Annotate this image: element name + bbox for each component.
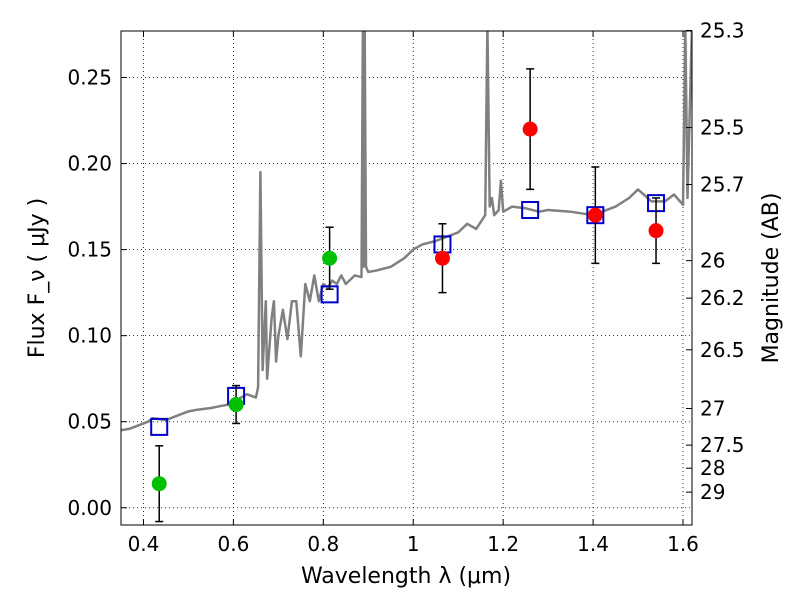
y-tick-label: 0.20 bbox=[67, 152, 112, 176]
observed-point bbox=[522, 121, 538, 137]
observed-point bbox=[151, 476, 167, 492]
right-tick-label: 27 bbox=[700, 396, 725, 420]
y-tick-label: 0.15 bbox=[67, 238, 112, 262]
right-tick-label: 27.5 bbox=[700, 433, 745, 457]
observed-point bbox=[648, 223, 664, 239]
x-tick-label: 1.2 bbox=[487, 532, 519, 556]
x-tick-label: 1 bbox=[407, 532, 420, 556]
right-tick-label: 28 bbox=[700, 456, 725, 480]
model-square-marker bbox=[150, 417, 169, 436]
observed-point bbox=[322, 250, 338, 266]
right-tick-label: 29 bbox=[700, 480, 725, 504]
spectrum-line bbox=[121, 31, 692, 432]
x-tick-label: 0.4 bbox=[128, 532, 160, 556]
observed-point bbox=[434, 250, 450, 266]
x-tick-label: 1.4 bbox=[577, 532, 609, 556]
axis-ticks: 0.4 0.6 0.8 1 1.2 1.4 1.6 0.00 0.05 0.10 0.15 0.20 0… bbox=[67, 18, 744, 556]
plot-area bbox=[121, 31, 692, 523]
y-tick-label: 0.05 bbox=[67, 410, 112, 434]
right-tick-label: 25.3 bbox=[700, 18, 745, 42]
y-tick-label: 0.10 bbox=[67, 324, 112, 348]
y-axis-label-right: Magnitude (AB) bbox=[759, 193, 784, 364]
grid-lines bbox=[121, 31, 692, 525]
x-tick-label: 1.6 bbox=[667, 532, 699, 556]
plot-frame bbox=[120, 30, 693, 526]
observed-point bbox=[228, 397, 244, 413]
x-tick-label: 0.8 bbox=[307, 532, 339, 556]
right-tick-label: 26 bbox=[700, 249, 725, 273]
y-tick-label: 0.25 bbox=[67, 65, 112, 89]
right-tick-label: 26.2 bbox=[700, 286, 745, 310]
y-axis-label: Flux F_ν ( μJy ) bbox=[25, 198, 50, 358]
right-tick-label: 25.5 bbox=[700, 116, 745, 140]
x-axis-label: Wavelength λ (μm) bbox=[301, 564, 511, 589]
observed-point bbox=[587, 207, 603, 223]
right-tick-label: 25.7 bbox=[700, 173, 745, 197]
model-square-marker bbox=[521, 201, 540, 220]
y-tick-label: 0.00 bbox=[67, 496, 112, 520]
right-tick-label: 26.5 bbox=[700, 338, 745, 362]
x-tick-label: 0.6 bbox=[217, 532, 249, 556]
